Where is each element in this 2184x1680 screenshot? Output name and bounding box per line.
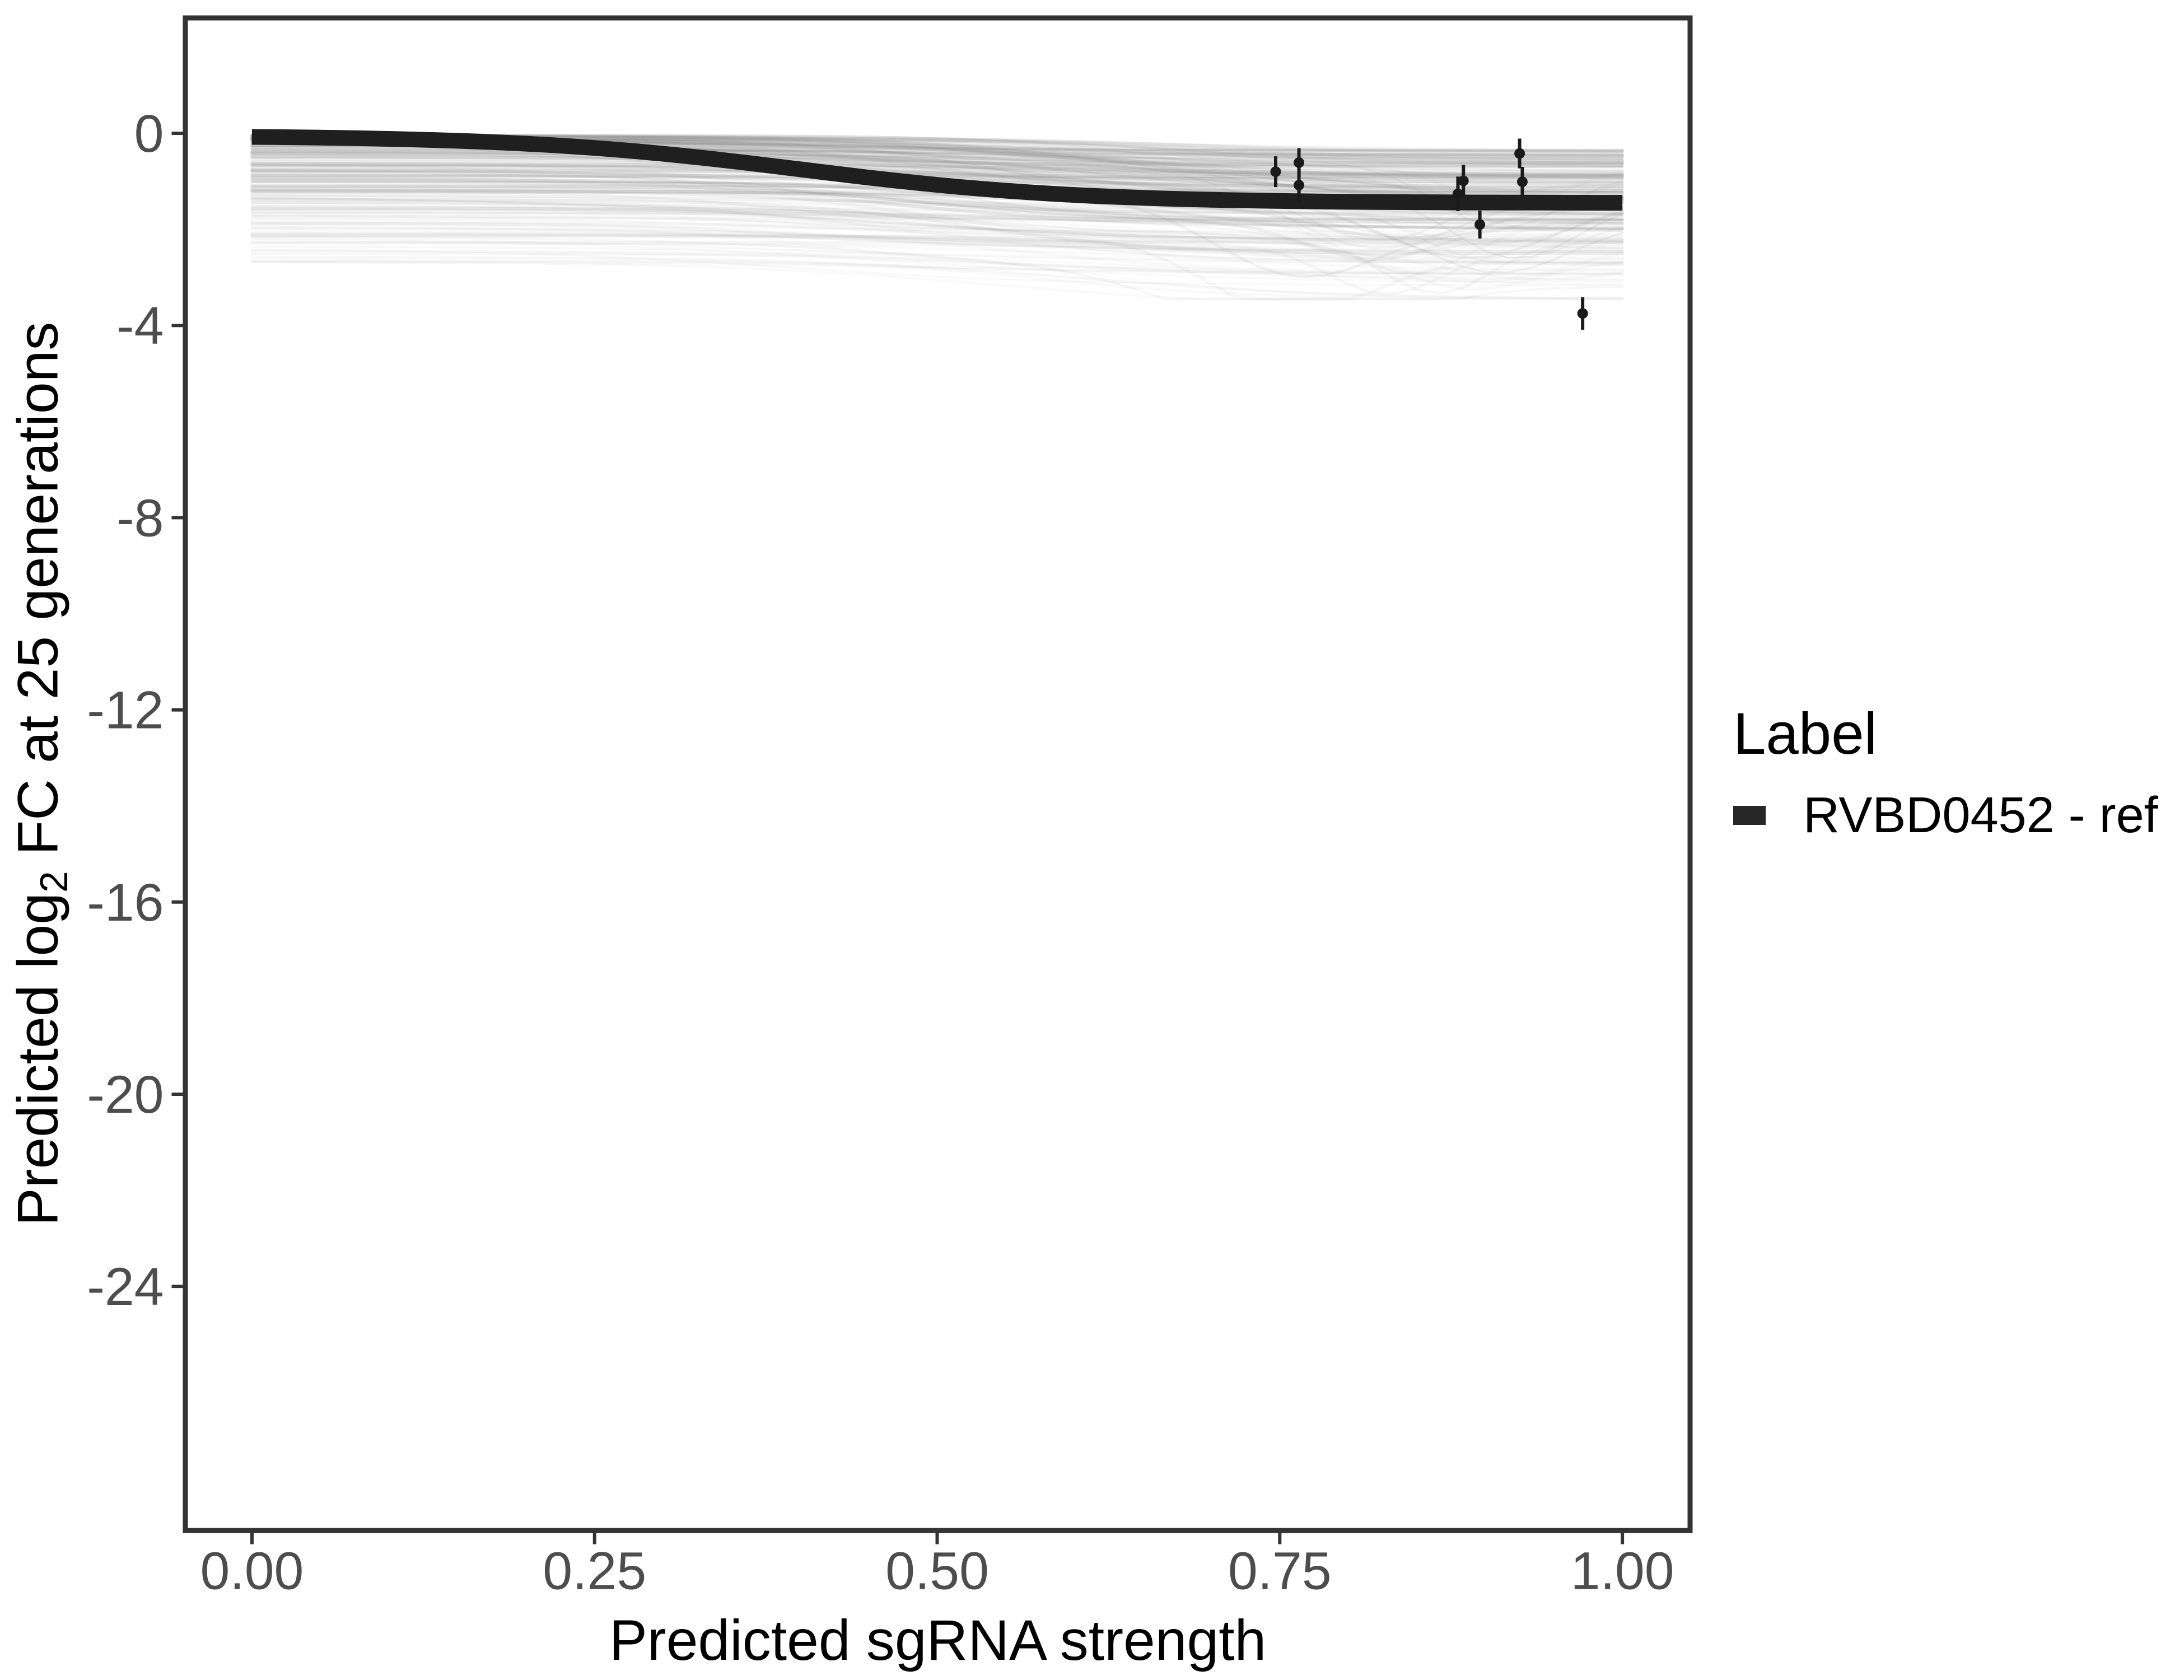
x-axis-title: Predicted sgRNA strength xyxy=(609,1608,1267,1672)
x-tick-label: 1.00 xyxy=(1571,1542,1674,1601)
data-point xyxy=(1577,308,1588,319)
data-point xyxy=(1516,176,1528,188)
y-tick-label: -4 xyxy=(116,296,164,356)
y-axis-title-subscript: 2 xyxy=(31,871,76,893)
scatter-points xyxy=(1270,138,1588,330)
y-tick-label: -20 xyxy=(87,1065,164,1124)
data-point xyxy=(1270,166,1281,178)
y-tick-label: 0 xyxy=(134,104,164,164)
legend-item: RVBD0452 - ref xyxy=(1733,790,2158,841)
y-tick-label: -24 xyxy=(87,1257,164,1317)
x-tick-label: 0.25 xyxy=(543,1542,646,1601)
y-axis-title: Predicted log2 FC at 25 generations xyxy=(6,322,76,1226)
legend-title: Label xyxy=(1733,701,1877,767)
data-point xyxy=(1458,175,1469,186)
panel-border xyxy=(183,15,1693,1533)
x-tick-label: 0.75 xyxy=(1228,1542,1332,1601)
reference-curve xyxy=(251,129,1623,211)
x-tick-label: 0.50 xyxy=(885,1542,989,1601)
y-tick-label: -8 xyxy=(116,488,164,548)
axis-ticks: 0.00 0.25 0.50 0.75 1.00 0 -4 -8 -12 -16 -20 -24 xyxy=(87,104,1674,1600)
y-axis-title-post: FC at 25 generations xyxy=(6,321,70,871)
legend-entry-label: RVBD0452 - ref xyxy=(1803,787,2158,843)
x-tick-label: 0.00 xyxy=(200,1542,304,1601)
data-point xyxy=(1294,180,1305,191)
legend-key-line-swatch xyxy=(1733,806,1766,825)
plot-panel xyxy=(185,18,1690,1530)
data-point xyxy=(1452,188,1463,199)
y-tick-label: -12 xyxy=(87,681,164,740)
data-point xyxy=(1294,157,1305,168)
data-point xyxy=(1514,148,1525,159)
y-tick-label: -16 xyxy=(87,873,164,932)
y-axis-title-pre: Predicted log xyxy=(6,893,70,1226)
data-point xyxy=(1474,219,1486,230)
